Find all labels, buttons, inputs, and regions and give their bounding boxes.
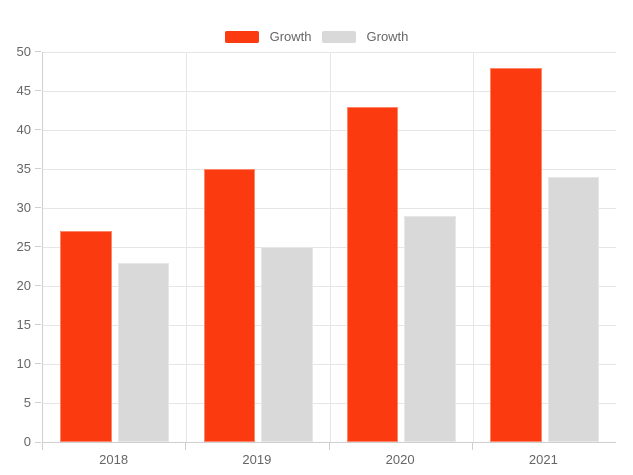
category-separator: [472, 52, 474, 442]
y-tick-20: [35, 285, 41, 286]
x-tick-label-2021: 2021: [528, 452, 558, 467]
category-separator: [186, 52, 188, 442]
x-tick-2020: [328, 443, 330, 450]
bar-growth-2019[interactable]: [203, 169, 256, 442]
x-axis: 2018 2019 2020 2021: [42, 443, 615, 475]
bar-growth-2019[interactable]: [261, 247, 313, 442]
x-tick-2019: [185, 443, 187, 450]
y-tick-10: [35, 363, 41, 364]
legend-swatch-gray: [321, 30, 356, 43]
legend-item-growth-gray[interactable]: Growth: [321, 29, 409, 44]
y-tick-40: [35, 129, 41, 130]
legend-item-growth-red[interactable]: Growth: [224, 29, 312, 44]
y-tick-label-50: 50: [16, 44, 31, 59]
x-tick-2018: [42, 443, 43, 450]
plot-area: [42, 52, 616, 443]
y-tick-25: [35, 246, 41, 247]
y-axis: 0 5 10 15 20 25 30 35 40 45 50: [0, 44, 42, 449]
y-tick-label-35: 35: [16, 161, 31, 176]
bar-growth-2018[interactable]: [60, 231, 112, 442]
legend-swatch-red: [224, 30, 259, 43]
y-tick-label-45: 45: [16, 83, 31, 98]
chart-legend: Growth Growth: [0, 29, 633, 44]
y-tick-50: [35, 51, 41, 52]
y-tick-label-0: 0: [23, 434, 31, 449]
y-tick-35: [35, 168, 41, 169]
y-tick-30: [35, 207, 41, 208]
y-tick-45: [35, 90, 41, 91]
y-tick-label-15: 15: [16, 317, 31, 332]
category-separator: [329, 52, 331, 442]
y-tick-15: [35, 324, 41, 325]
legend-label-growth-gray: Growth: [366, 29, 409, 44]
x-tick-2021: [471, 443, 473, 450]
y-tick-label-25: 25: [16, 239, 31, 254]
y-tick-label-40: 40: [16, 122, 31, 137]
x-tick-label-2018: 2018: [99, 452, 129, 467]
bar-growth-2020[interactable]: [404, 215, 456, 442]
y-tick-label-10: 10: [16, 356, 31, 371]
bar-growth-2021[interactable]: [490, 67, 542, 442]
y-tick-5: [35, 402, 41, 403]
y-tick-0: [35, 442, 41, 443]
y-tick-label-20: 20: [16, 278, 31, 293]
bar-growth-2018[interactable]: [117, 262, 170, 442]
y-tick-label-5: 5: [23, 395, 31, 410]
bar-growth-2021[interactable]: [547, 176, 600, 442]
x-tick-label-2020: 2020: [385, 452, 415, 467]
legend-label-growth-red: Growth: [269, 29, 312, 44]
bar-growth-2020[interactable]: [346, 106, 399, 442]
y-tick-label-30: 30: [16, 200, 31, 215]
x-tick-label-2019: 2019: [242, 452, 272, 467]
